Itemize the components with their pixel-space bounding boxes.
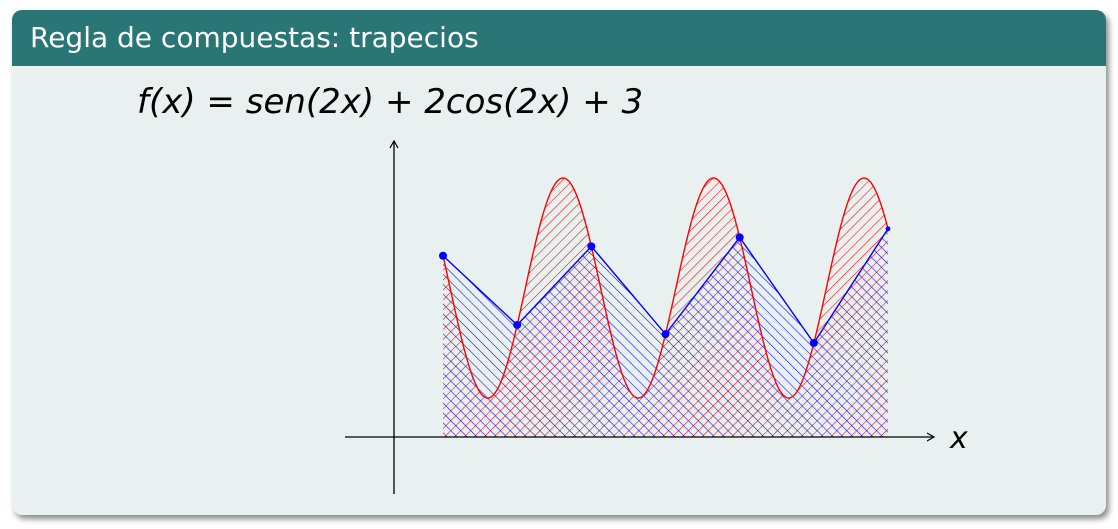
- trapezoid-node: [735, 233, 744, 242]
- trapezoid-node: [809, 339, 818, 347]
- trapezoid-node: [587, 242, 596, 251]
- trapezoid-node: [885, 226, 891, 232]
- trapezoid-node: [661, 330, 670, 339]
- formula-equals: =: [195, 82, 246, 122]
- trapezoid-node: [513, 320, 522, 329]
- formula-lhs: f(x): [137, 82, 196, 122]
- function-formula: f(x) = sen(2x) + 2cos(2x) + 3: [137, 82, 643, 122]
- x-axis-label: x: [949, 421, 968, 456]
- formula-rhs: sen(2x) + 2cos(2x) + 3: [245, 82, 644, 122]
- trapezoid-nodes: [439, 226, 891, 347]
- slide-title: Regla de compuestas: trapecios: [12, 10, 1106, 66]
- trapezoid-node: [439, 251, 447, 260]
